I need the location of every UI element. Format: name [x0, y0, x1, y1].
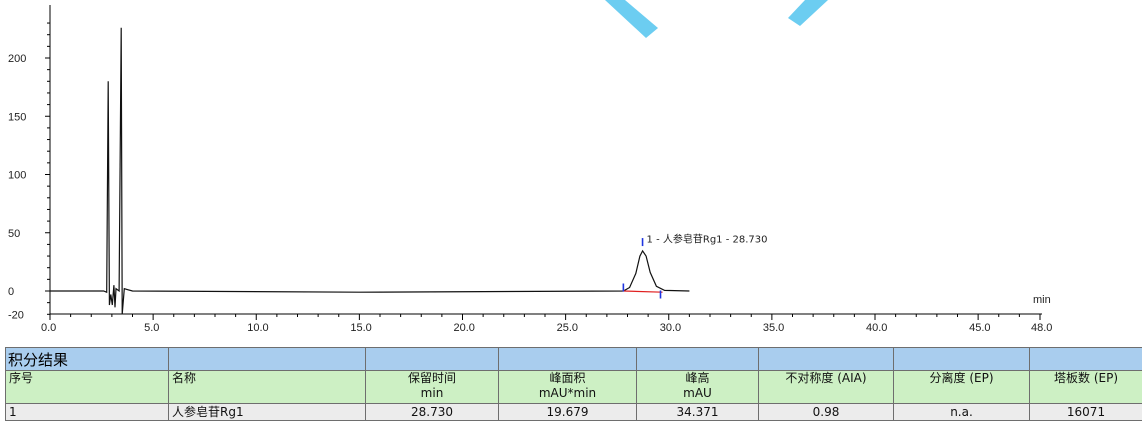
y-tick-label: 0: [8, 286, 14, 298]
table-row: 1 人参皂苷Rg1 28.730 19.679 34.371 0.98 n.a.…: [5, 403, 1142, 421]
integration-results-table: 积分结果 序号 名称 保留时间 min 峰面积 mAU*min 峰高 mAU 不对称度…: [5, 347, 1142, 421]
col-header-peak-height: 峰高 mAU: [636, 370, 759, 404]
x-tick-label: 40.0: [866, 322, 887, 334]
chart-labels: min 1 - 人参皂苷Rg1 - 28.730: [647, 232, 1051, 306]
cell-peak-height: 34.371: [636, 403, 759, 421]
col-header-index: 序号: [5, 370, 169, 404]
x-tick-label: 35.0: [763, 322, 784, 334]
watermark-stroke-left: [605, 0, 658, 38]
cell-index: 1: [5, 403, 169, 421]
col-header-name: 名称: [168, 370, 366, 404]
cell-name: 人参皂苷Rg1: [168, 403, 366, 421]
x-tick-label: 10.0: [247, 322, 268, 334]
cell-retention-time: 28.730: [365, 403, 499, 421]
x-tick-label: 48.0: [1031, 322, 1052, 334]
watermark-logo: [605, 0, 828, 38]
col-header-resolution: 分离度 (EP): [893, 370, 1030, 404]
integration-baseline: [623, 290, 663, 293]
series-trace-line: [50, 27, 690, 315]
col-header-plates: 塔板数 (EP): [1029, 370, 1142, 404]
y-tick-label: 100: [8, 170, 26, 182]
x-axis-label: min: [1033, 294, 1051, 306]
results-title: 积分结果: [5, 347, 169, 371]
x-tick-label: 0.0: [41, 322, 56, 334]
x-tick-label: 15.0: [350, 322, 371, 334]
results-header-row: 序号 名称 保留时间 min 峰面积 mAU*min 峰高 mAU 不对称度 (AIA…: [5, 370, 1142, 404]
cell-plates: 16071: [1029, 403, 1142, 421]
results-title-row: 积分结果: [5, 347, 1142, 371]
peak-label: 1 - 人参皂苷Rg1 - 28.730: [647, 232, 768, 245]
x-tick-label: 30.0: [660, 322, 681, 334]
cell-asymmetry: 0.98: [758, 403, 894, 421]
cell-peak-area: 19.679: [498, 403, 637, 421]
x-tick-label: 5.0: [144, 322, 159, 334]
col-header-asymmetry: 不对称度 (AIA): [758, 370, 894, 404]
watermark-stroke-right: [788, 0, 828, 26]
col-header-retention-time: 保留时间 min: [365, 370, 499, 404]
x-tick-label: 25.0: [557, 322, 578, 334]
col-header-peak-area: 峰面积 mAU*min: [498, 370, 637, 404]
y-tick-label: 200: [8, 53, 26, 65]
y-tick-label: 50: [8, 228, 20, 240]
chromatogram-chart: 200 150 100 50 0 -20 0.0 5.0 10.0 15.0 20.0 25.0 30.…: [8, 0, 1052, 334]
cell-resolution: n.a.: [893, 403, 1030, 421]
y-tick-label: 150: [8, 111, 26, 123]
y-tick-label: -20: [8, 309, 24, 321]
x-tick-label: 20.0: [454, 322, 475, 334]
chart-axes: 200 150 100 50 0 -20 0.0 5.0 10.0 15.0 20.0 25.0 30.…: [8, 5, 1052, 334]
chart-plot-area: [50, 27, 690, 315]
x-tick-label: 45.0: [969, 322, 990, 334]
